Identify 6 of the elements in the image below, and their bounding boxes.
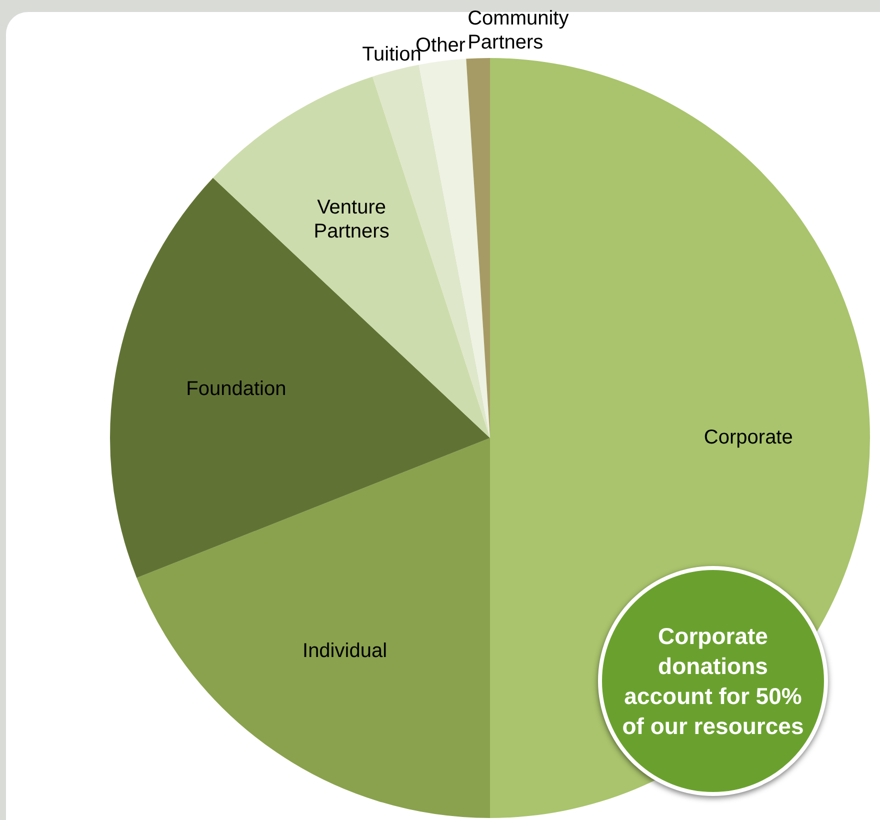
slice-label: Community Partners: [468, 8, 569, 54]
slice-label: Foundation: [186, 378, 286, 400]
slice-label: Venture Partners: [314, 196, 390, 242]
text: Corporate donations account for 50% of our resources: [598, 566, 828, 796]
slice-label: Corporate: [704, 426, 793, 449]
slice-label: Individual: [302, 640, 388, 662]
